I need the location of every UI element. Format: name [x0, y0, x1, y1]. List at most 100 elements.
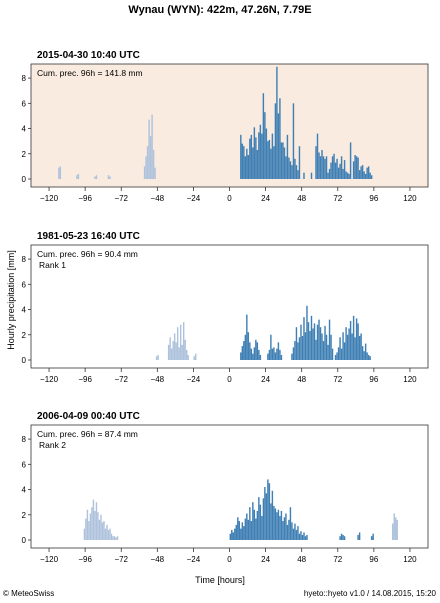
precip-bar — [288, 157, 290, 179]
precip-bar — [318, 152, 320, 179]
precip-bar — [157, 354, 159, 360]
precip-bar — [295, 165, 298, 179]
precip-bar — [274, 352, 277, 360]
precip-bar — [280, 354, 283, 360]
y-tick-label: 8 — [22, 435, 27, 444]
precip-bar — [178, 347, 180, 360]
precip-bar — [286, 134, 289, 179]
precip-bar — [358, 170, 361, 179]
precip-bar — [321, 333, 323, 360]
precip-bar — [250, 134, 253, 179]
precip-bar — [364, 343, 367, 360]
cum-precip-annotation: Cum. prec. 96h = 87.4 mm — [37, 429, 138, 439]
precip-bar — [94, 510, 96, 540]
precip-bar — [285, 156, 287, 179]
precip-bar — [367, 166, 370, 179]
precip-bar — [246, 314, 248, 360]
precip-bar — [276, 66, 278, 179]
precip-bar — [187, 354, 189, 360]
panel-title: 2006-04-09 00:40 UTC — [37, 411, 140, 422]
precip-bar — [351, 333, 353, 360]
precip-bar — [354, 337, 356, 360]
precip-bar — [100, 514, 102, 540]
precip-bar — [306, 305, 308, 360]
precip-bar — [247, 519, 250, 540]
precip-bar — [321, 149, 323, 179]
x-tick-label: 72 — [333, 194, 342, 203]
x-tick-label: 96 — [369, 375, 378, 384]
x-tick-label: −48 — [151, 194, 165, 203]
precip-bar — [301, 336, 304, 360]
x-tick-label: 48 — [297, 555, 306, 564]
precip-bar — [316, 324, 319, 360]
precip-bar — [107, 175, 110, 179]
precip-bar — [271, 490, 274, 540]
precip-bar — [232, 532, 235, 540]
precip-bar — [250, 348, 253, 360]
precip-bar — [327, 344, 329, 360]
precip-bar — [271, 133, 274, 179]
precip-bar — [322, 156, 325, 179]
precip-bar — [339, 163, 341, 179]
precip-bar — [279, 349, 281, 360]
precip-bar — [268, 483, 271, 540]
precip-bar — [83, 528, 86, 540]
precip-bar — [282, 521, 284, 540]
precip-bar — [193, 356, 195, 360]
precip-bar — [155, 356, 158, 360]
precip-bar — [342, 168, 344, 179]
precip-bar — [276, 348, 278, 360]
precip-bar — [276, 512, 278, 540]
x-tick-label: 0 — [227, 194, 232, 203]
precip-bar — [346, 334, 349, 360]
precip-bar — [268, 349, 271, 360]
precip-bar — [337, 347, 340, 360]
precip-bar — [310, 315, 313, 360]
x-tick-label: −72 — [114, 375, 128, 384]
precip-bar — [258, 132, 260, 179]
precip-bar — [370, 175, 373, 179]
chart-svg: 1981-05-23 16:40 UTC Cum. prec. 96h = 90.… — [22, 231, 429, 384]
precip-bar — [145, 156, 147, 179]
precip-bar — [85, 518, 87, 540]
precip-bar — [298, 146, 301, 179]
precip-bar — [336, 158, 338, 179]
y-tick-label: 4 — [22, 486, 27, 495]
precip-bar — [258, 349, 260, 360]
precip-bar — [112, 536, 114, 540]
cum-precip-annotation: Cum. prec. 96h = 141.8 mm — [37, 68, 143, 78]
precip-bar — [343, 536, 346, 540]
precip-bar — [259, 124, 262, 179]
precip-bar — [343, 160, 346, 179]
precip-bar — [303, 172, 305, 179]
x-tick-label: −24 — [187, 555, 201, 564]
precip-bar — [106, 524, 108, 540]
rank-label: Rank 2 — [39, 440, 66, 450]
precip-bar — [234, 528, 236, 540]
precip-bar — [235, 524, 238, 540]
precip-bar — [280, 142, 283, 179]
precip-bar — [360, 333, 362, 360]
x-tick-label: −48 — [151, 555, 165, 564]
precip-bar — [262, 93, 265, 179]
x-tick-label: 72 — [333, 555, 342, 564]
precip-bar — [291, 165, 293, 179]
precip-bar — [328, 319, 331, 360]
precip-bar — [325, 156, 328, 179]
precip-bar — [264, 112, 266, 179]
precip-bar — [354, 155, 356, 179]
precip-bar — [394, 517, 397, 540]
y-tick-label: 2 — [22, 511, 27, 520]
x-tick-label: 0 — [227, 555, 232, 564]
panel-title: 1981-05-23 16:40 UTC — [37, 231, 140, 242]
precip-bar — [300, 531, 302, 540]
chart-svg: 2015-04-30 10:40 UTC Cum. prec. 96h = 141… — [22, 50, 429, 203]
precip-bar — [316, 133, 319, 179]
precip-bar — [288, 519, 290, 540]
precip-bar — [319, 327, 322, 360]
precip-bar — [313, 323, 316, 360]
precip-bar — [301, 534, 304, 540]
precip-bar — [271, 348, 274, 360]
precip-bar — [277, 509, 280, 540]
y-tick-label: 6 — [22, 460, 27, 469]
